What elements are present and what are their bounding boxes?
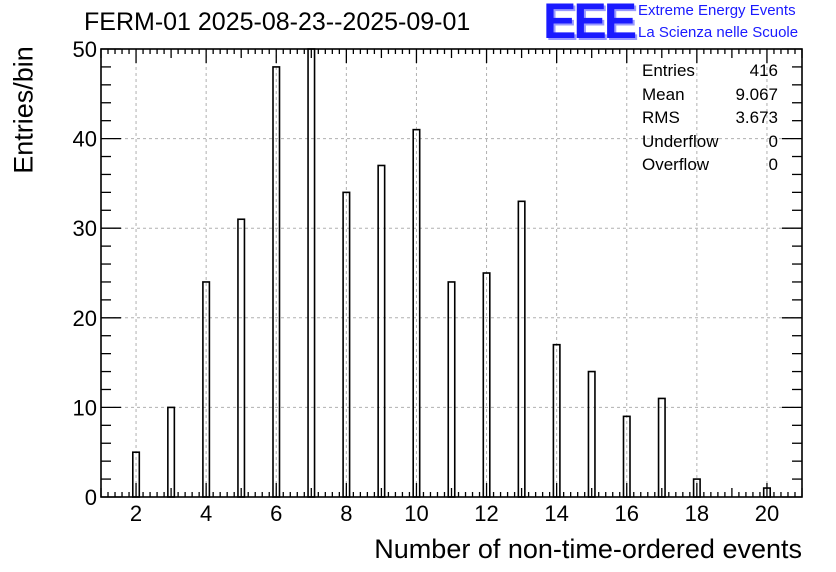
y-tick-label: 10	[73, 395, 97, 420]
stats-row-rms: RMS 3.673	[642, 106, 778, 130]
stats-value: 9.067	[735, 84, 778, 104]
y-axis-label: Entries/bin	[8, 46, 39, 174]
x-axis-label: Number of non-time-ordered events	[374, 534, 802, 564]
x-tick-label: 8	[340, 501, 352, 526]
histogram-bar	[237, 218, 246, 498]
stats-label: RMS	[642, 108, 680, 127]
stats-row-mean: Mean 9.067	[642, 83, 778, 107]
x-tick-label: 14	[544, 501, 568, 526]
stats-value: 416	[749, 61, 778, 80]
x-tick-label: 6	[270, 501, 282, 526]
logo-line-1: Extreme Energy Events	[638, 2, 796, 19]
stats-row-underflow: Underflow 0	[642, 130, 778, 154]
histogram-bar	[447, 281, 456, 498]
stats-value: 0	[768, 131, 778, 151]
y-tick-label: 0	[85, 485, 97, 510]
histogram-bar	[587, 370, 596, 498]
histogram-bar	[307, 48, 316, 498]
chart-title: FERM-01 2025-08-23--2025-09-01	[84, 8, 471, 36]
histogram-bar	[167, 406, 176, 498]
y-tick-label: 20	[73, 306, 97, 331]
logo-line-2: La Scienza nelle Scuole	[638, 24, 799, 41]
histogram-bar	[272, 66, 281, 498]
x-tick-label: 2	[130, 501, 142, 526]
axes: 2 4 6 8 10 12 14 16 18 20 0 10 20 30 40 50	[73, 37, 803, 526]
stats-value: 3.673	[735, 108, 778, 127]
x-tick-label: 18	[685, 501, 709, 526]
histogram-bar	[377, 164, 386, 498]
stats-box: Entries 416 Mean 9.067 RMS 3.673 Underfl…	[642, 59, 778, 177]
stats-value: 0	[768, 155, 778, 174]
histogram-bar	[657, 397, 666, 498]
x-tick-label: 16	[615, 501, 639, 526]
x-tick-label: 20	[755, 501, 779, 526]
stats-label: Entries	[642, 61, 695, 80]
y-tick-label: 30	[73, 216, 97, 241]
x-tick-label: 4	[200, 501, 212, 526]
x-tick-label: 10	[404, 501, 428, 526]
stats-label: Overflow	[642, 155, 710, 174]
stats-row-overflow: Overflow 0	[642, 153, 778, 177]
y-tick-label: 50	[73, 37, 97, 62]
stats-label: Mean	[642, 84, 685, 104]
eee-logo-mark: EEE	[543, 0, 637, 49]
y-tick-label: 40	[73, 127, 97, 152]
histogram-bar	[517, 200, 526, 498]
x-tick-label: 12	[474, 501, 498, 526]
stats-label: Underflow	[642, 131, 719, 151]
stats-row-entries: Entries 416	[642, 59, 778, 83]
